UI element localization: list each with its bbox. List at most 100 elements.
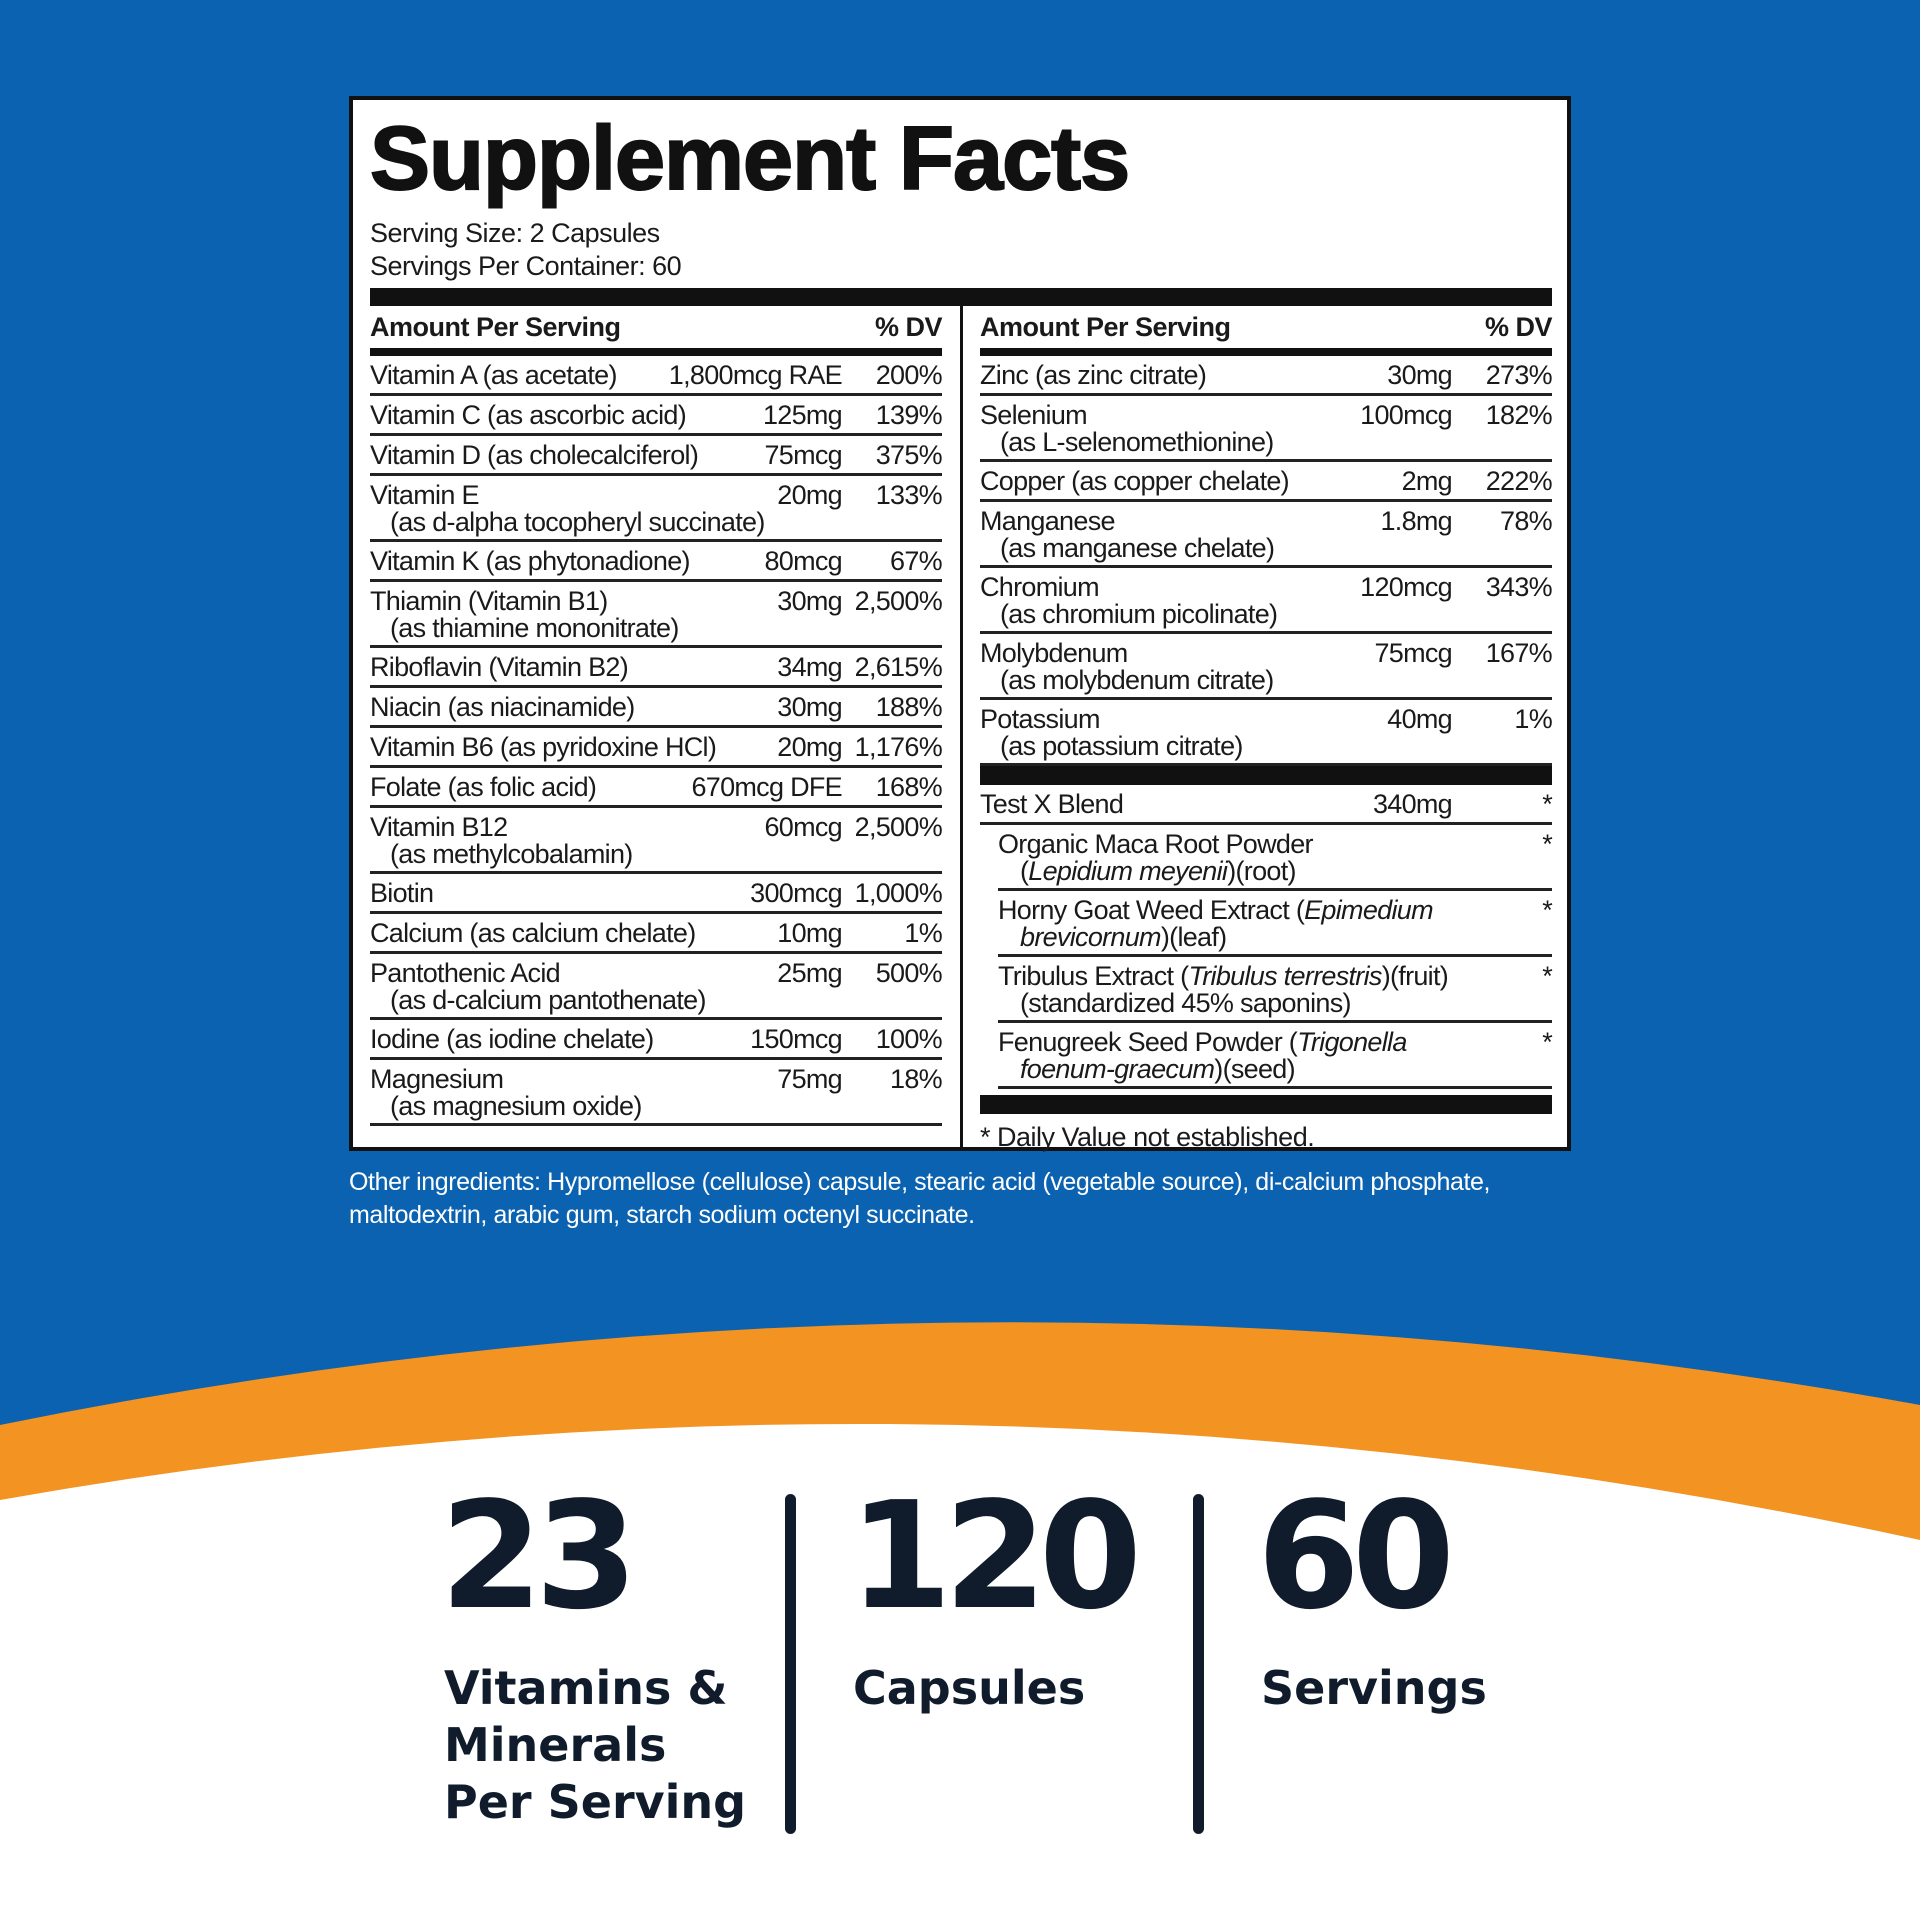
nutrient-name-cell: Vitamin D (as cholecalciferol) xyxy=(370,442,764,473)
stat-label: Servings xyxy=(1261,1660,1487,1717)
nutrient-source: (as chromium picolinate) xyxy=(1000,599,1278,629)
column-header: Amount Per Serving % DV xyxy=(980,306,1553,356)
daily-value: 2,615% xyxy=(854,652,943,682)
nutrient-row: Vitamin C (as ascorbic acid) 125mg 139% xyxy=(370,396,943,436)
nutrient-row: Vitamin A (as acetate) 1,800mcg RAE 200% xyxy=(370,356,943,396)
ingredient-text: ( xyxy=(1020,856,1029,886)
ingredient-dv: * xyxy=(1542,961,1553,991)
nutrient-name-cell: Riboflavin (Vitamin B2) xyxy=(370,654,777,685)
nutrient-name-cell: Vitamin A (as acetate) xyxy=(370,362,669,393)
daily-value: 222% xyxy=(1485,466,1553,496)
nutrient-row: Magnesium (as magnesium oxide) 75mg 18% xyxy=(370,1060,943,1126)
nutrient-row: Vitamin B6 (as pyridoxine HCl) 20mg 1,176% xyxy=(370,728,943,768)
ingredient-line: Organic Maca Root Powder xyxy=(998,831,1512,858)
nutrient-name-cell: Copper (as copper chelate) xyxy=(980,468,1402,499)
right-column: Amount Per Serving % DV Zinc (as zinc citr… xyxy=(980,306,1553,1153)
nutrient-row: Thiamin (Vitamin B1) (as thiamine mononit… xyxy=(370,582,943,648)
nutrient-name: Potassium xyxy=(980,704,1100,734)
ingredient-line: brevicornum)(leaf) xyxy=(998,924,1512,951)
daily-value: 273% xyxy=(1485,360,1553,390)
amount-header: Amount Per Serving xyxy=(980,311,1231,342)
blend-row: Test X Blend 340mg * xyxy=(980,785,1553,825)
nutrient-name-cell: Biotin xyxy=(370,880,750,911)
nutrient-source: (as thiamine mononitrate) xyxy=(390,613,679,643)
amount: 100mcg xyxy=(1360,400,1453,430)
nutrient-name: Biotin xyxy=(370,878,434,908)
nutrient-source: (as d-alpha tocopheryl succinate) xyxy=(390,507,765,537)
nutrient-name: Vitamin B6 (as pyridoxine HCl) xyxy=(370,732,717,762)
nutrient-name-cell: Zinc (as zinc citrate) xyxy=(980,362,1387,393)
nutrient-source: (as magnesium oxide) xyxy=(390,1091,642,1121)
nutrient-source: (as L-selenomethionine) xyxy=(1000,427,1274,457)
blend-amount: 340mg xyxy=(1372,789,1453,819)
column-divider xyxy=(960,288,963,1147)
amount: 125mg xyxy=(762,400,843,430)
ingredient-text: Organic Maca Root Powder xyxy=(998,829,1314,859)
ingredient-line: (standardized 45% saponins) xyxy=(998,990,1512,1017)
amount: 34mg xyxy=(777,652,842,682)
nutrient-name-cell: Vitamin B6 (as pyridoxine HCl) xyxy=(370,734,777,765)
daily-value: 133% xyxy=(875,480,943,510)
stat-label-line: Per Serving xyxy=(444,1775,747,1829)
nutrient-row: Copper (as copper chelate) 2mg 222% xyxy=(980,462,1553,502)
white-field xyxy=(0,1423,1920,1920)
nutrient-name: Vitamin K (as phytonadione) xyxy=(370,546,691,576)
nutrient-name-cell: Magnesium (as magnesium oxide) xyxy=(370,1066,777,1123)
nutrient-source: (as manganese chelate) xyxy=(1000,533,1275,563)
ingredient-dv: * xyxy=(1542,829,1553,859)
servings-per-container: Servings Per Container: 60 xyxy=(370,251,682,281)
stat-label-line: Minerals xyxy=(444,1718,667,1772)
blend-bar xyxy=(980,766,1552,785)
serving-size: Serving Size: 2 Capsules xyxy=(370,218,660,248)
nutrient-name-cell: Vitamin B12 (as methylcobalamin) xyxy=(370,814,764,871)
nutrient-row: Biotin 300mcg 1,000% xyxy=(370,874,943,914)
amount-header: Amount Per Serving xyxy=(370,311,621,342)
column-header: Amount Per Serving % DV xyxy=(370,306,943,356)
daily-value: 1,000% xyxy=(854,878,943,908)
ingredient-text: )(fruit) xyxy=(1381,961,1449,991)
nutrient-source: (as methylcobalamin) xyxy=(390,839,633,869)
footnote: * Daily Value not established. xyxy=(980,1122,1315,1152)
other-ingredients: Other ingredients: Hypromellose (cellulo… xyxy=(349,1168,1491,1229)
amount: 80mcg xyxy=(764,546,842,576)
ingredient-text: Lepidium meyenii xyxy=(1028,856,1228,886)
daily-value: 500% xyxy=(875,958,943,988)
nutrient-row: Vitamin B12 (as methylcobalamin) 60mcg 2,50… xyxy=(370,808,943,874)
daily-value: 67% xyxy=(890,546,943,576)
ingredient-text: foenum-graecum xyxy=(1020,1054,1215,1084)
nutrient-row: Iodine (as iodine chelate) 150mcg 100% xyxy=(370,1020,943,1060)
amount: 1.8mg xyxy=(1380,506,1452,536)
nutrient-name-cell: Manganese (as manganese chelate) xyxy=(980,508,1380,565)
amount: 40mg xyxy=(1387,704,1452,734)
nutrient-name: Vitamin B12 xyxy=(370,812,508,842)
blend-name: Test X Blend xyxy=(980,789,1124,819)
nutrient-row: Zinc (as zinc citrate) 30mg 273% xyxy=(980,356,1553,396)
amount: 2mg xyxy=(1401,466,1453,496)
bottom-bar xyxy=(980,1095,1552,1114)
nutrient-name: Molybdenum xyxy=(980,638,1128,668)
amount: 20mg xyxy=(777,732,842,762)
ingredient-dv: * xyxy=(1542,895,1553,925)
nutrient-row: Pantothenic Acid (as d-calcium pantothena… xyxy=(370,954,943,1020)
blend-ingredient: Organic Maca Root Powder (Lepidium meyeni… xyxy=(998,825,1553,891)
nutrient-name-cell: Vitamin K (as phytonadione) xyxy=(370,548,764,579)
amount: 30mg xyxy=(777,692,842,722)
nutrient-name: Vitamin C (as ascorbic acid) xyxy=(370,400,687,430)
nutrient-row: Selenium (as L-selenomethionine) 100mcg 182… xyxy=(980,396,1553,462)
ingredient-line: (Lepidium meyenii)(root) xyxy=(998,858,1512,885)
nutrient-name: Selenium xyxy=(980,400,1088,430)
ingredient-name: Tribulus Extract (Tribulus terrestris)(f… xyxy=(998,963,1512,1020)
amount: 25mg xyxy=(777,958,842,988)
ingredient-text: Tribulus terrestris xyxy=(1188,961,1382,991)
ingredient-text: Tribulus Extract ( xyxy=(998,961,1189,991)
stat-label: Vitamins & Minerals Per Serving xyxy=(444,1660,746,1831)
amount: 30mg xyxy=(1387,360,1452,390)
stat-label-line: Capsules xyxy=(853,1661,1086,1715)
nutrient-row: Calcium (as calcium chelate) 10mg 1% xyxy=(370,914,943,954)
nutrient-name: Riboflavin (Vitamin B2) xyxy=(370,652,629,682)
nutrient-name-cell: Vitamin E (as d-alpha tocopheryl succinat… xyxy=(370,482,777,539)
ingredient-name: Organic Maca Root Powder (Lepidium meyeni… xyxy=(998,831,1512,888)
nutrient-name-cell: Iodine (as iodine chelate) xyxy=(370,1026,750,1057)
ingredient-line: Tribulus Extract (Tribulus terrestris)(f… xyxy=(998,963,1512,990)
amount: 10mg xyxy=(777,918,842,948)
